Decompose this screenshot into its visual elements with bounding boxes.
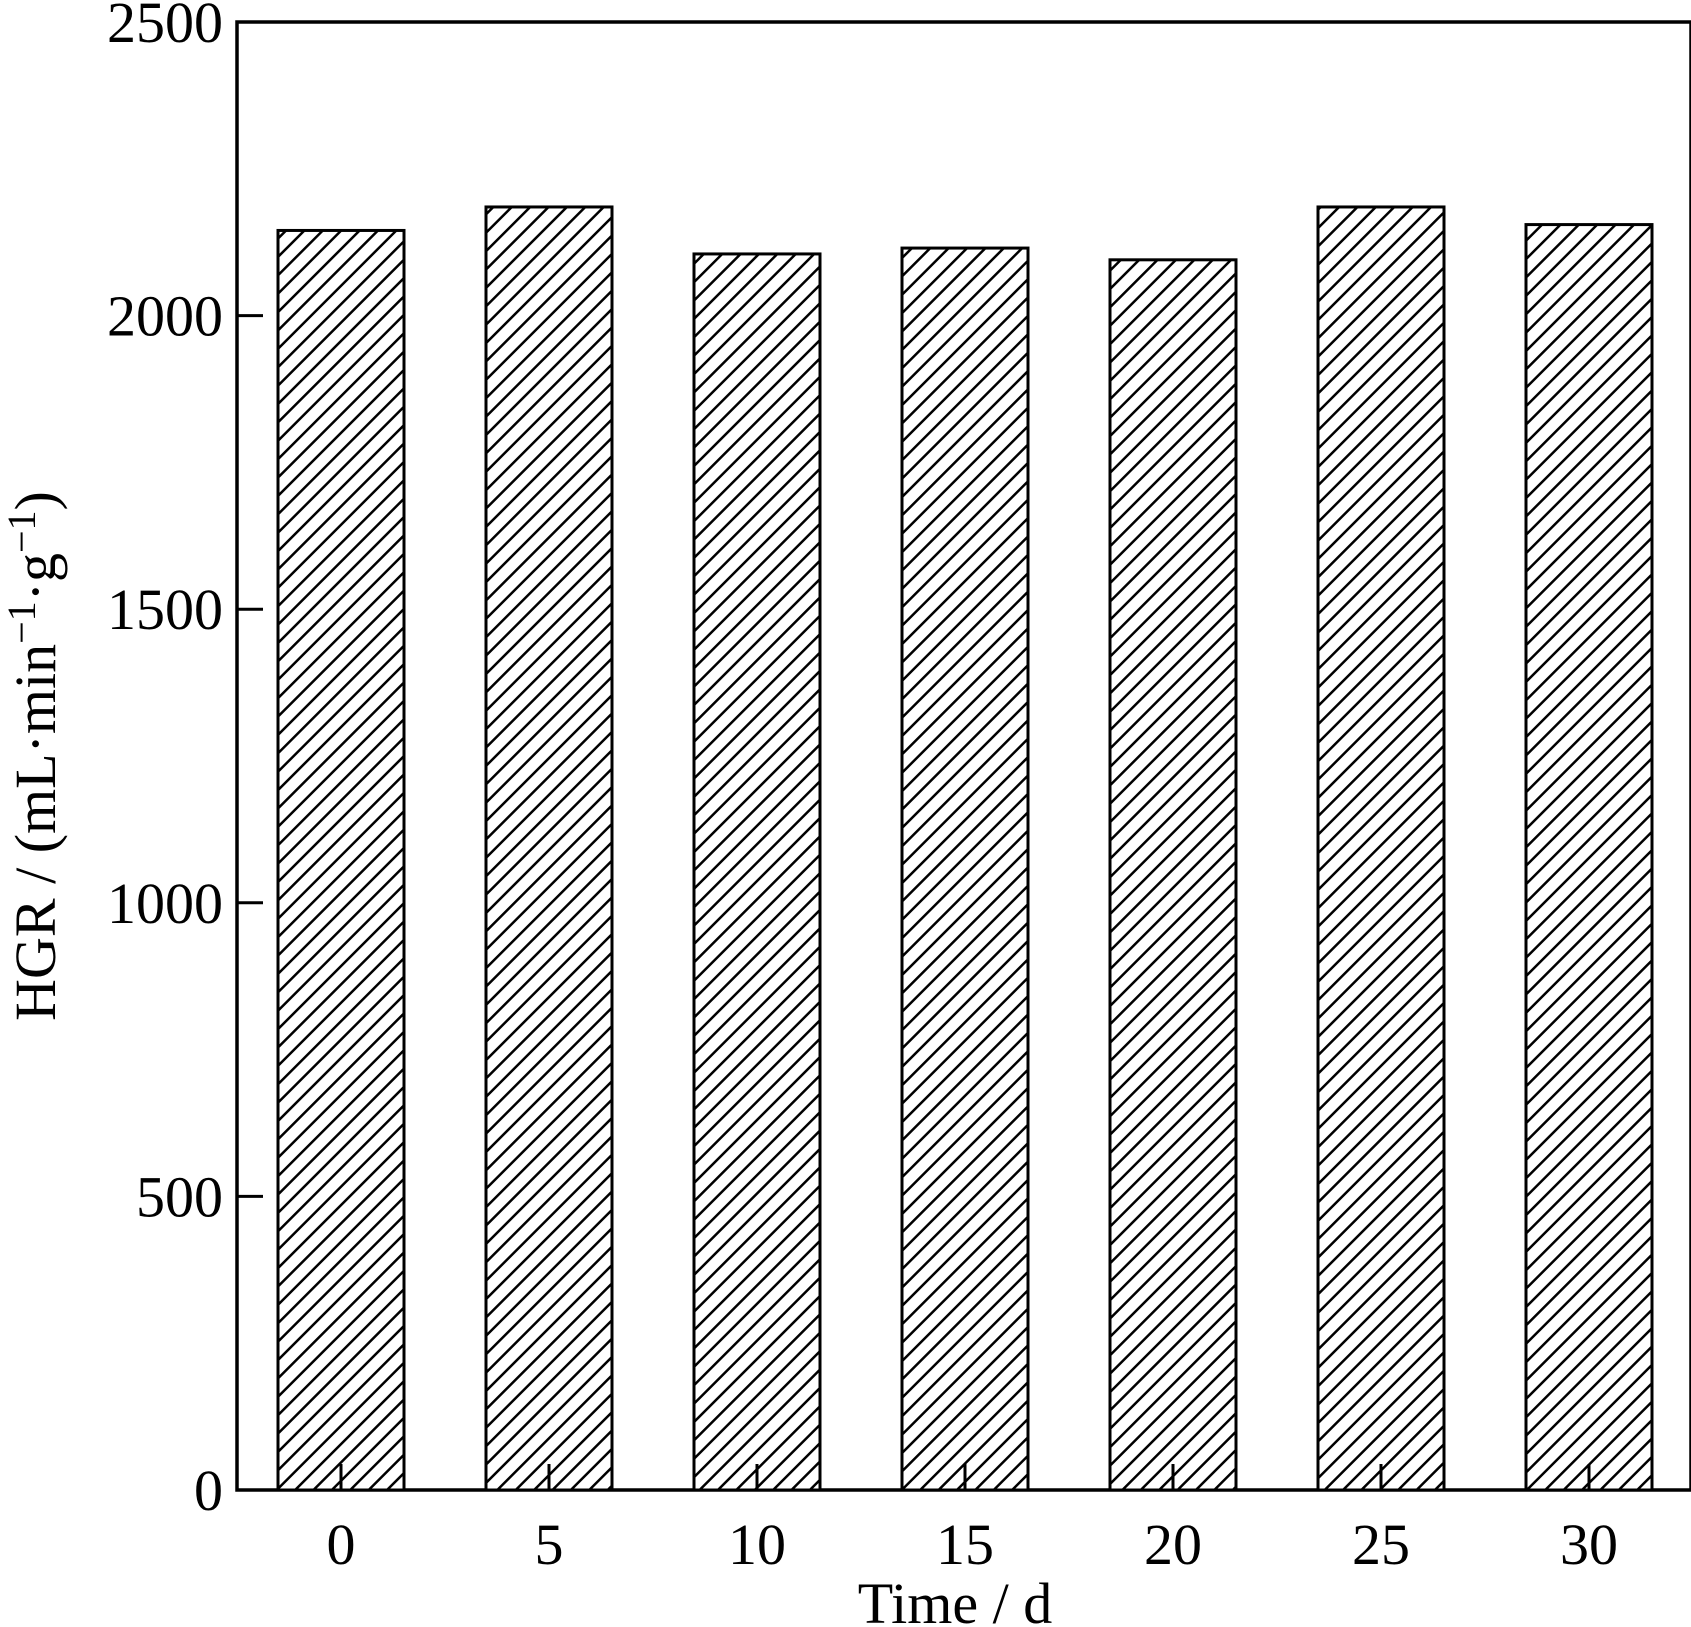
x-tick-label: 0 [327,1512,356,1577]
y-axis-title-mid: ·g [3,553,68,601]
bar-20 [1108,258,1238,1492]
bar-15 [900,246,1030,1492]
bar-0 [276,228,406,1492]
y-tick-label: 1000 [107,871,223,936]
x-tick-label: 5 [535,1512,564,1577]
y-tick-label: 2000 [107,284,223,349]
x-tick-label: 20 [1144,1512,1202,1577]
x-tick-label: 30 [1560,1512,1618,1577]
y-tick-label: 2500 [107,0,223,55]
bar-25 [1316,205,1446,1492]
y-axis-title: HGR / (mL·min−1·g−1) [0,491,68,1021]
bar-5 [484,205,614,1492]
y-tick-label: 500 [136,1164,223,1229]
y-axis-title-main: HGR / (mL·min [3,644,68,1021]
y-axis: 0 500 1000 1500 2000 2500 [107,0,263,1523]
x-tick-label: 15 [936,1512,994,1577]
y-axis-title-end: ) [3,491,68,510]
y-tick-label: 1500 [107,577,223,642]
y-axis-title-sup2: −1 [0,510,44,553]
x-axis: 0 5 10 15 20 25 30 [327,1464,1618,1577]
y-axis-title-sup1: −1 [0,601,44,644]
bar-10 [692,252,822,1492]
bars-group [276,205,1654,1492]
x-axis-title: Time / d [858,1571,1052,1627]
x-tick-label: 25 [1352,1512,1410,1577]
bar-30 [1524,223,1654,1492]
x-tick-label: 10 [728,1512,786,1577]
y-tick-label: 0 [194,1458,223,1523]
